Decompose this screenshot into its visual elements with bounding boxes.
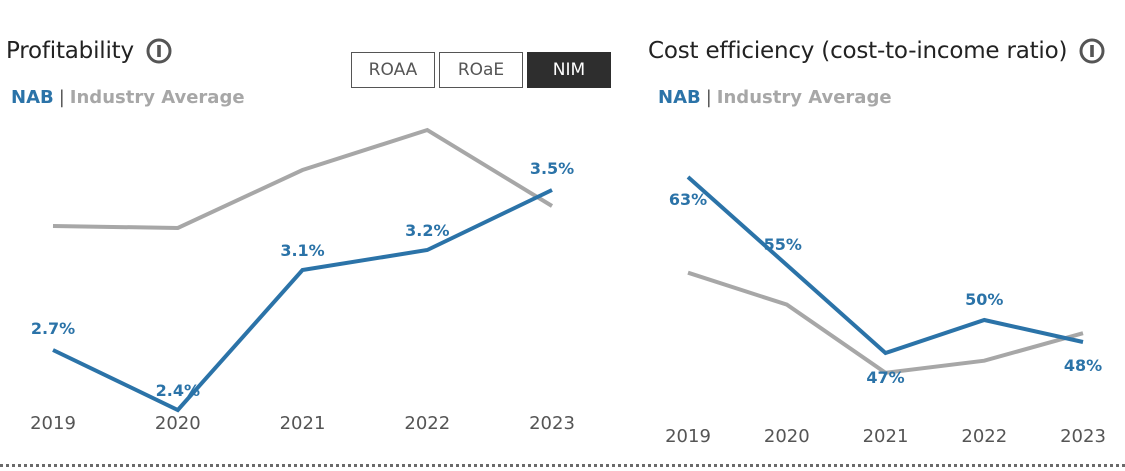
nab-data-label: 2.7% — [31, 319, 75, 338]
nab-data-label: 2.4% — [156, 381, 200, 400]
nab-data-label: 50% — [965, 290, 1003, 309]
nab-series-line[interactable] — [52, 188, 553, 413]
nab-series-line[interactable] — [686, 175, 1084, 356]
x-tick-label: 2023 — [1060, 426, 1106, 447]
roae-toggle-button[interactable]: ROaE — [439, 52, 523, 88]
x-tick-label: 2019 — [665, 426, 711, 447]
profitability-title-text: Profitability — [6, 38, 134, 64]
x-tick-label: 2022 — [404, 413, 450, 434]
legend-nab[interactable]: NAB — [658, 87, 701, 108]
x-tick-label: 2022 — [961, 426, 1007, 447]
metric-toggle-group: ROAA ROaE NIM — [351, 52, 611, 88]
nab-data-label: 3.1% — [280, 241, 324, 260]
x-tick-label: 2021 — [863, 426, 909, 447]
x-tick-label: 2023 — [529, 413, 575, 434]
x-tick-label: 2019 — [30, 413, 76, 434]
nab-data-label: 3.2% — [405, 221, 449, 240]
nab-data-label: 48% — [1064, 356, 1102, 375]
cost-efficiency-chart: 63% 55% 47% 50% 48% 2019 2020 2021 2022 2023 — [665, 175, 1106, 447]
legend-separator: | — [58, 87, 65, 108]
profitability-legend: NAB | Industry Average — [11, 87, 245, 108]
x-tick-label: 2021 — [280, 413, 326, 434]
cost-efficiency-title-text: Cost efficiency (cost-to-income ratio) — [648, 38, 1068, 64]
cost-efficiency-title: Cost efficiency (cost-to-income ratio) — [648, 38, 1105, 64]
profitability-title: Profitability — [6, 38, 172, 64]
x-tick-label: 2020 — [155, 413, 201, 434]
nab-data-label: 3.5% — [530, 159, 574, 178]
nab-data-label: 55% — [764, 235, 802, 254]
cost-efficiency-legend: NAB | Industry Average — [658, 87, 892, 108]
nab-data-label: 63% — [669, 190, 707, 209]
legend-industry-average[interactable]: Industry Average — [69, 87, 245, 108]
legend-separator: | — [705, 87, 712, 108]
x-tick-label: 2020 — [764, 426, 810, 447]
legend-nab[interactable]: NAB — [11, 87, 54, 108]
industry-average-series-line[interactable] — [687, 270, 1084, 375]
nim-toggle-button[interactable]: NIM — [527, 52, 611, 88]
profitability-chart: 2.7% 2.4% 3.1% 3.2% 3.5% 2019 2020 2021 2022 2023 — [30, 127, 575, 434]
info-icon[interactable] — [146, 38, 172, 64]
dotted-divider — [0, 464, 1125, 467]
legend-industry-average[interactable]: Industry Average — [716, 87, 892, 108]
nab-data-label: 47% — [866, 368, 904, 387]
roaa-toggle-button[interactable]: ROAA — [351, 52, 435, 88]
info-icon[interactable] — [1079, 38, 1105, 64]
industry-average-series-line[interactable] — [52, 127, 554, 231]
